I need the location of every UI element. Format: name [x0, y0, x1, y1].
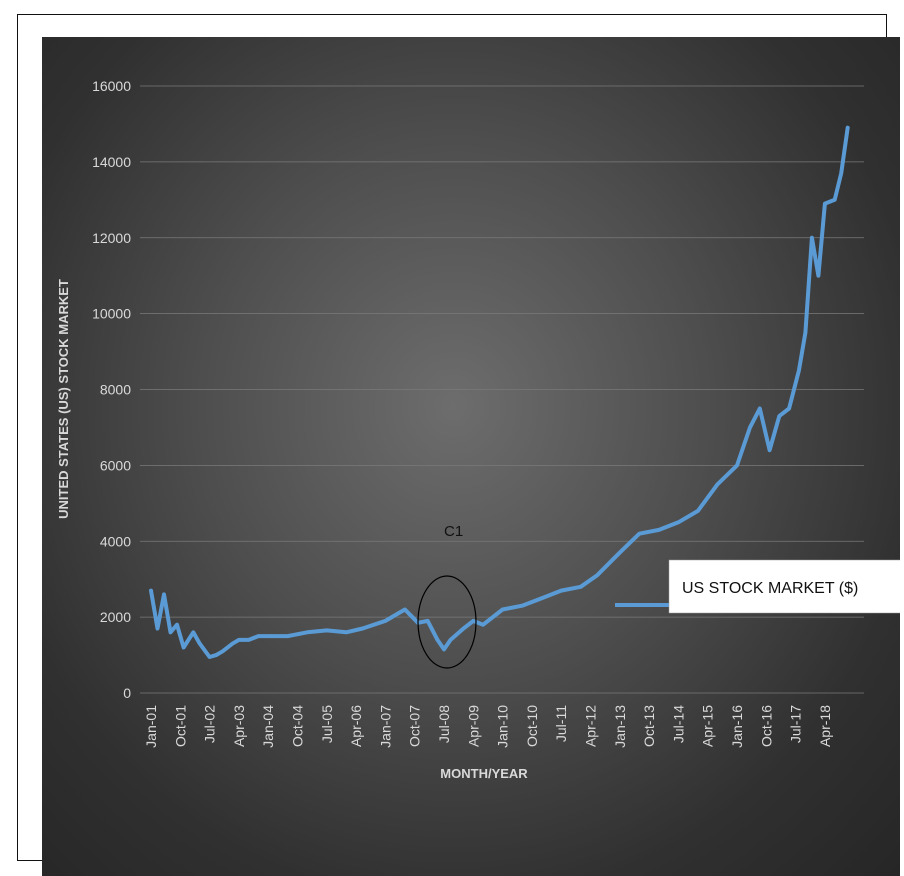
x-tick-label: Oct-13	[641, 705, 657, 747]
y-tick-label: 2000	[100, 609, 131, 625]
y-tick-label: 16000	[92, 78, 131, 94]
x-axis-title: MONTH/YEAR	[440, 766, 528, 781]
x-tick-label: Apr-09	[465, 705, 481, 747]
y-tick-label: 10000	[92, 306, 131, 322]
x-axis-ticks: Jan-01 Oct-01 Jul-02 Apr-03 Jan-04 Oct-04 Jul-…	[143, 705, 833, 748]
x-tick-label: Apr-06	[348, 705, 364, 747]
x-tick-label: Apr-12	[583, 705, 599, 747]
x-tick-label: Jul-14	[670, 705, 686, 743]
x-tick-label: Jan-16	[729, 705, 745, 748]
y-tick-label: 14000	[92, 154, 131, 170]
x-tick-label: Oct-10	[524, 705, 540, 747]
y-axis-title: UNITED STATES (US) STOCK MARKET	[56, 279, 71, 519]
gridlines	[140, 85, 864, 694]
legend-box	[668, 559, 900, 614]
x-tick-label: Jul-08	[436, 705, 452, 743]
x-tick-label: Apr-18	[817, 705, 833, 747]
y-tick-label: 8000	[100, 382, 131, 398]
x-tick-label: Jul-11	[553, 705, 569, 742]
y-tick-label: 6000	[100, 457, 131, 473]
x-tick-label: Apr-03	[231, 705, 247, 747]
chart-frame: 0 2000 4000 6000 8000 10000 12000 14000 16000 Ja…	[17, 14, 900, 876]
x-tick-label: Jan-10	[495, 705, 511, 748]
c1-circle-annotation	[417, 575, 477, 669]
x-tick-label: Jan-01	[143, 705, 159, 748]
y-axis-ticks: 0 2000 4000 6000 8000 10000 12000 14000 16000	[92, 78, 131, 701]
x-tick-label: Jul-05	[319, 705, 335, 743]
x-tick-label: Oct-07	[407, 705, 423, 747]
legend: US STOCK MARKET ($)	[615, 559, 900, 614]
x-tick-label: Jul-02	[202, 705, 218, 743]
x-tick-label: Oct-01	[172, 705, 188, 747]
y-tick-label: 4000	[100, 533, 131, 549]
x-tick-label: Jul-17	[788, 705, 804, 743]
legend-label: US STOCK MARKET ($)	[682, 580, 858, 597]
y-tick-label: 0	[123, 685, 131, 701]
x-tick-label: Jan-04	[260, 705, 276, 748]
line-chart: 0 2000 4000 6000 8000 10000 12000 14000 16000 Ja…	[56, 78, 900, 781]
x-tick-label: Jan-07	[377, 705, 393, 748]
x-tick-label: Oct-16	[758, 705, 774, 747]
c1-annotation-label: C1	[444, 523, 463, 540]
x-tick-label: Jan-13	[612, 705, 628, 748]
chart-area: 0 2000 4000 6000 8000 10000 12000 14000 16000 Ja…	[42, 37, 900, 876]
x-tick-label: Oct-04	[290, 705, 306, 747]
series-line-us-stock-market	[149, 125, 850, 659]
y-tick-label: 12000	[92, 230, 131, 246]
x-tick-label: Apr-15	[700, 705, 716, 747]
